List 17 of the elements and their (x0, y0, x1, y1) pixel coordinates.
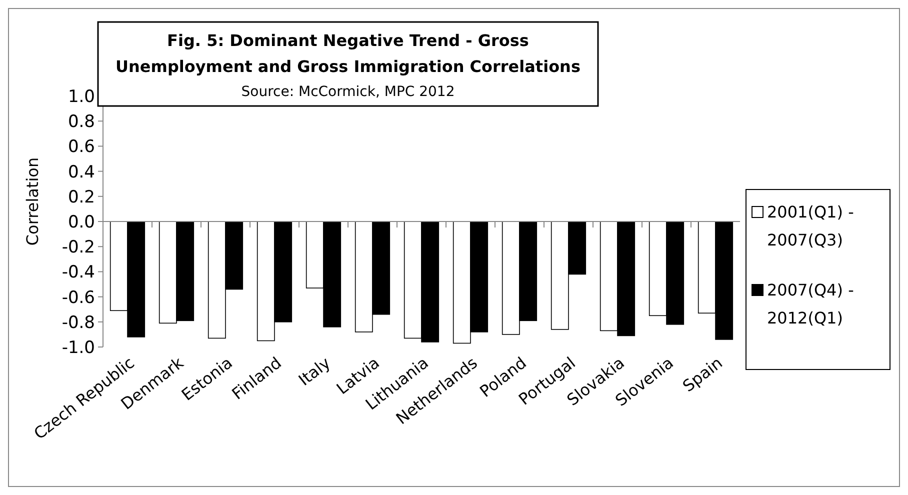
legend-label: 2001(Q1) - 2007(Q3) (767, 202, 854, 250)
y-tick-label: -0.2 (62, 238, 95, 258)
y-tick-label: 0.0 (68, 212, 95, 232)
legend-label: 2007(Q4) - 2012(Q1) (767, 280, 854, 328)
y-tick-label: 0.2 (68, 187, 95, 208)
y-tick-label: -0.8 (62, 312, 95, 333)
x-tick-label: Italy (294, 353, 334, 390)
chart-title: Fig. 5: Dominant Negative Trend - Gross Unemployment and Gross Immigration Correlations (116, 31, 580, 76)
y-tick-label: 0.8 (68, 112, 95, 132)
y-tick-label: -1.0 (62, 338, 95, 358)
y-axis-title: Correlation (23, 157, 42, 246)
y-tick-label: -0.6 (62, 288, 95, 308)
y-tick-label: 0.6 (68, 137, 95, 158)
y-tick-label: -0.4 (62, 262, 95, 283)
chart-subtitle: Source: McCormick, MPC 2012 (241, 84, 455, 100)
y-tick-label: 0.4 (68, 162, 95, 182)
y-tick-label: 1.0 (68, 86, 95, 107)
